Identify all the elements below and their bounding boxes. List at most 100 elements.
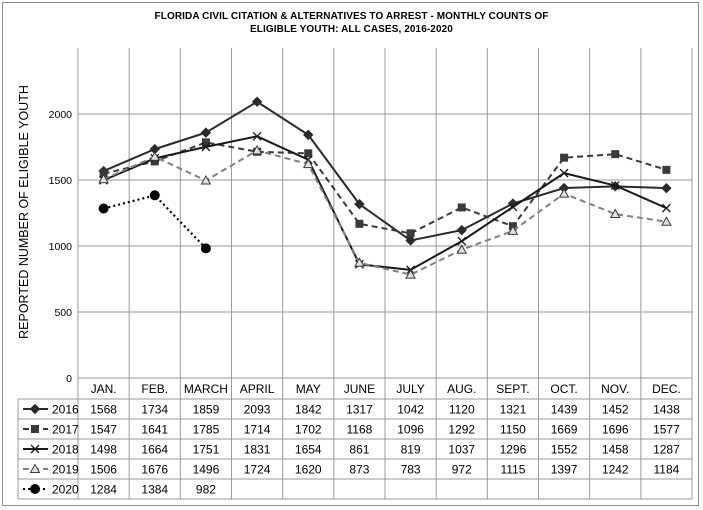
data-table-cell: 1577: [653, 423, 680, 437]
data-table-cell: 1842: [295, 403, 322, 417]
data-table-cell: 1397: [551, 463, 578, 477]
data-point-2020: [98, 203, 109, 214]
y-tick-label: 1000: [49, 241, 73, 253]
data-point-2017: [150, 157, 159, 166]
legend-key-marker: [30, 444, 40, 454]
y-tick-label: 0: [66, 373, 72, 385]
y-tick-label: 2000: [49, 109, 73, 121]
data-table-cell: 1115: [500, 463, 525, 477]
data-table-cell: 1751: [193, 443, 220, 457]
data-table-cell: 1317: [346, 403, 373, 417]
data-point-2019: [661, 216, 672, 226]
data-table-cell: 982: [196, 483, 216, 497]
data-point-2017: [457, 203, 466, 212]
data-table-cell: 1452: [602, 403, 629, 417]
data-point-2019: [149, 151, 161, 161]
data-point-2016: [303, 129, 314, 141]
data-table-cell: 2093: [244, 403, 271, 417]
data-point-2019: [98, 173, 109, 184]
data-table-cell: 1568: [90, 403, 117, 417]
chart-title-line2: ELIGIBLE YOUTH: ALL CASES, 2016-2020: [250, 24, 453, 35]
data-table-cell: 1696: [602, 423, 629, 437]
data-point-2018: [661, 203, 671, 213]
data-point-2020: [149, 190, 160, 201]
data-point-2018: [457, 236, 467, 246]
data-table-cell: 1292: [448, 423, 475, 437]
x-tick-label: JAN.: [91, 382, 117, 396]
data-table-cell: 1714: [244, 423, 271, 437]
legend-key-marker: [29, 463, 41, 473]
data-table-cell: 1669: [551, 423, 578, 437]
data-table-cell: 1859: [193, 403, 220, 417]
data-table-cell: 861: [349, 443, 369, 457]
data-point-2017: [611, 150, 620, 159]
x-tick-label: APRIL: [240, 382, 275, 396]
data-point-2016: [354, 198, 365, 210]
x-tick-label: AUG.: [447, 382, 476, 396]
data-table-cell: 1321: [500, 403, 527, 417]
data-table-cell: 1654: [295, 443, 322, 457]
x-tick-label: SEPT.: [496, 382, 529, 396]
chart-frame: [2, 2, 699, 506]
x-tick-label: FEB.: [141, 382, 168, 396]
y-tick-label: 1500: [49, 175, 73, 187]
data-table-cell: 972: [452, 463, 472, 477]
x-tick-label: OCT.: [550, 382, 577, 396]
series-line-2020: [103, 194, 207, 250]
data-table-cell: 1037: [448, 443, 475, 457]
data-table-cell: 873: [349, 463, 369, 477]
data-table-cell: 1547: [90, 423, 117, 437]
series-line-2018: [103, 135, 667, 271]
y-tick-label: 500: [54, 307, 72, 319]
data-table-cell: 1439: [551, 403, 578, 417]
data-table-cell: 1506: [90, 463, 117, 477]
data-point-2016: [200, 127, 212, 138]
data-table-cell: 1498: [90, 443, 117, 457]
legend-series-name: 2020: [52, 483, 79, 497]
data-table-cell: 819: [401, 443, 421, 457]
data-table-cell: 1120: [449, 403, 475, 417]
data-table-cell: 1150: [500, 423, 526, 437]
data-point-2019: [558, 188, 570, 198]
data-point-2016: [661, 182, 672, 194]
data-table-cell: 1284: [90, 483, 117, 497]
data-table-cell: 783: [401, 463, 421, 477]
legend-key-marker: [30, 484, 40, 494]
legend-series-name: 2017: [52, 423, 79, 437]
data-point-2019: [302, 158, 314, 169]
data-point-2017: [355, 219, 364, 228]
x-tick-label: DEC.: [652, 382, 681, 396]
data-point-2019: [405, 269, 416, 279]
data-point-2017: [406, 229, 415, 238]
data-table-cell: 1168: [347, 423, 373, 437]
data-table-cell: 1242: [602, 463, 629, 477]
data-point-2019: [507, 225, 519, 235]
data-table-cell: 1734: [141, 403, 168, 417]
data-point-2017: [304, 149, 313, 158]
data-table-cell: 1287: [653, 443, 680, 457]
data-point-2018: [201, 142, 211, 152]
data-table-cell: 1184: [654, 463, 680, 477]
data-point-2016: [251, 96, 263, 107]
data-table-cell: 1785: [193, 423, 220, 437]
data-point-2019: [609, 208, 621, 219]
x-tick-label: NOV.: [601, 382, 629, 396]
data-point-2016: [405, 235, 416, 246]
data-table-cell: 1458: [602, 443, 629, 457]
data-table-cell: 1831: [244, 443, 271, 457]
chart-title-line1: FLORIDA CIVIL CITATION & ALTERNATIVES TO…: [154, 11, 549, 22]
data-table-cell: 1384: [141, 483, 168, 497]
series-line-2019: [103, 149, 667, 276]
series-line-2016: [103, 100, 667, 242]
data-point-2019: [200, 175, 212, 185]
x-tick-label: JULY: [396, 382, 424, 396]
series-line-2017: [103, 141, 667, 235]
data-point-2016: [456, 224, 467, 236]
data-table-cell: 1042: [397, 403, 424, 417]
data-table-cell: 1496: [193, 463, 220, 477]
data-point-2018: [252, 131, 262, 141]
legend-series-name: 2016: [52, 403, 79, 417]
data-point-2019: [354, 257, 365, 267]
data-point-2017: [662, 165, 671, 174]
